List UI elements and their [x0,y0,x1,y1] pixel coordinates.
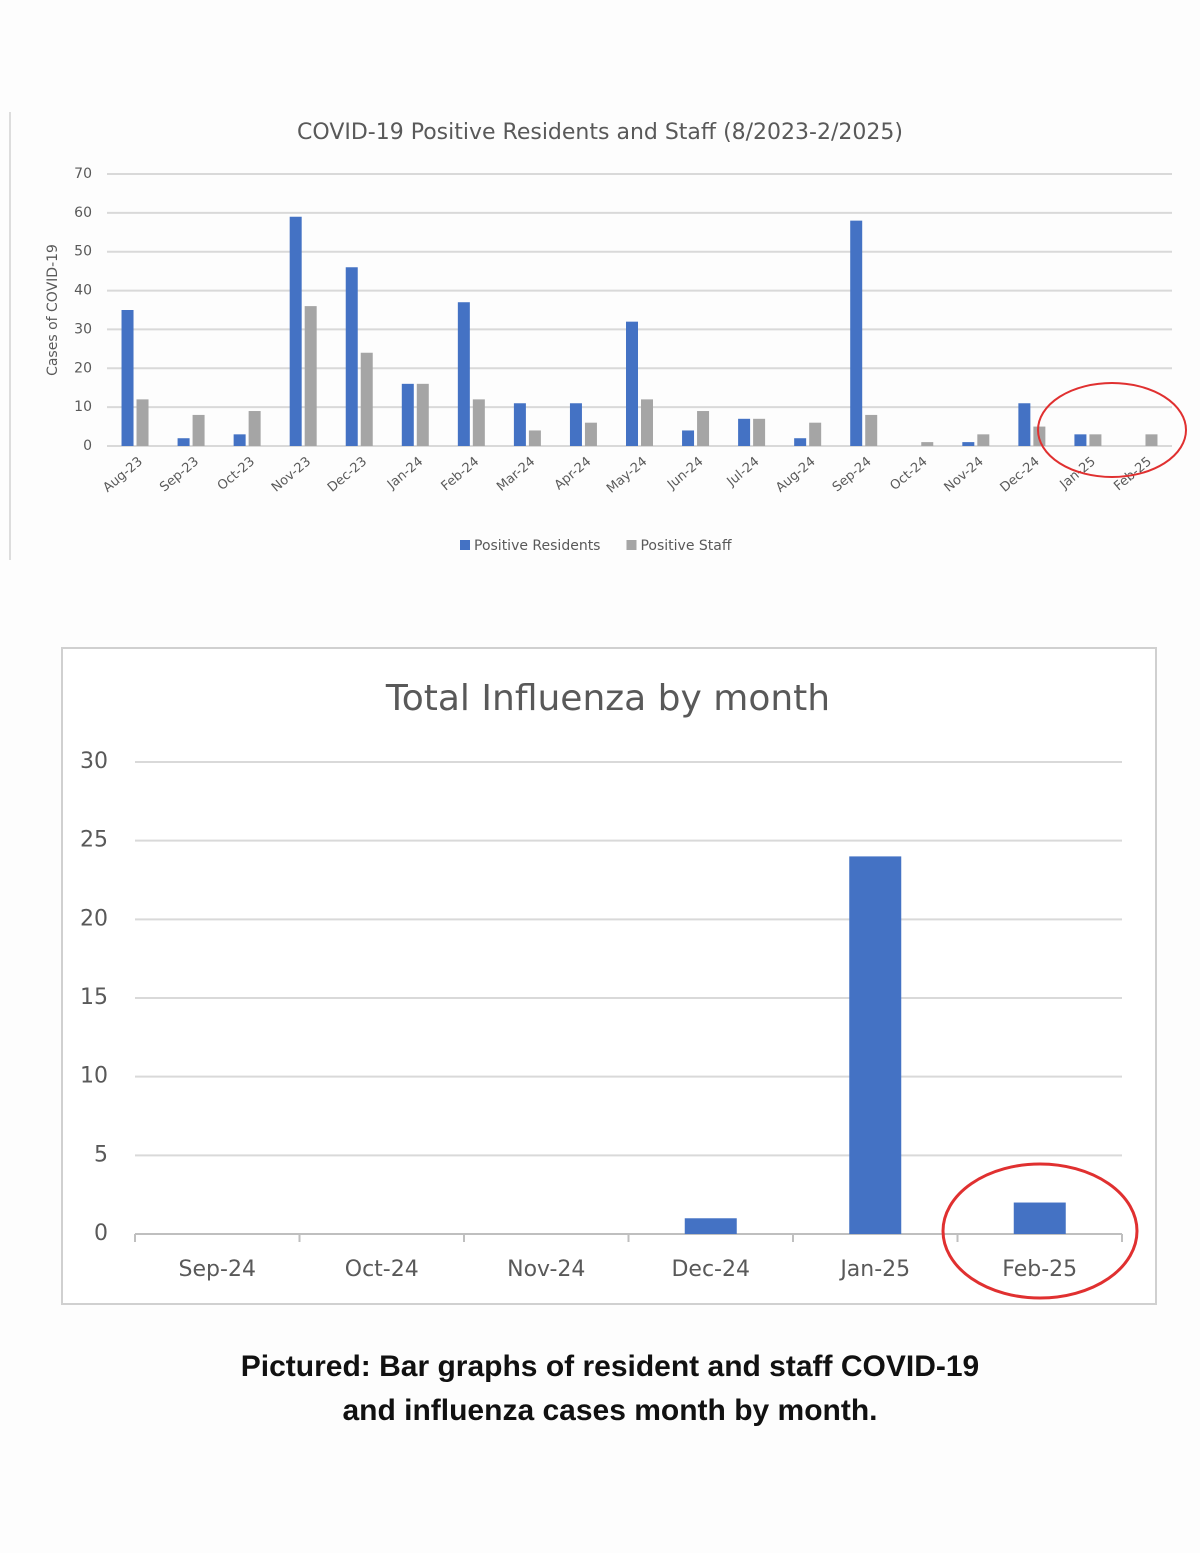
bar [360,352,373,446]
x-tick-label: Jan-25 [838,1257,910,1282]
chart-title: Total Influenza by month [385,678,830,719]
caption: and influenza cases month by month. [342,1394,877,1427]
y-tick-label: 0 [83,438,92,454]
y-tick-label: 25 [80,828,108,853]
bar [684,1218,737,1234]
bar [849,856,902,1234]
bar [457,302,470,446]
bar [528,430,541,446]
bar [1018,403,1031,446]
bar [962,442,975,446]
bar [177,438,190,446]
bar [569,403,582,446]
chart-frame [61,647,1157,1305]
y-tick-label: 30 [80,749,108,774]
bar [697,411,710,446]
x-tick-label: Aug-23 [100,454,145,495]
y-axis-label: Cases of COVID-19 [45,244,61,376]
x-tick-label: Dec-24 [998,454,1043,495]
x-tick-label: Jan-24 [384,454,426,493]
bar [738,418,751,446]
bar [850,220,863,446]
y-tick-label: 30 [74,321,92,337]
x-tick-label: Nov-23 [269,454,314,495]
bar [233,434,246,446]
x-tick-label: Oct-23 [215,454,258,494]
bar [809,422,822,446]
bar [1013,1202,1066,1234]
highlight-circle [1037,382,1187,478]
highlight-circle [941,1162,1139,1300]
x-tick-label: Oct-24 [887,454,930,494]
x-tick-label: Oct-24 [345,1257,419,1282]
bar [472,399,485,446]
y-tick-label: 0 [94,1221,108,1246]
legend-swatch [626,540,637,550]
legend-label: Positive Staff [640,538,731,554]
bar [921,442,934,446]
x-tick-label: Nov-24 [507,1257,585,1282]
y-tick-label: 70 [74,166,92,182]
y-tick-label: 10 [74,399,92,415]
bar [753,418,766,446]
y-tick-label: 20 [80,906,108,931]
y-tick-label: 40 [74,283,92,299]
x-tick-label: Nov-24 [942,454,987,495]
bar [1074,434,1087,446]
x-tick-label: Apr-24 [552,454,595,493]
y-tick-label: 15 [80,985,108,1010]
x-tick-label: Dec-24 [671,1257,750,1282]
bar [626,321,638,446]
y-tick-label: 20 [74,360,92,376]
bar [1145,434,1158,446]
bar [682,430,695,446]
bar [289,216,302,446]
y-tick-label: 10 [80,1064,108,1089]
x-tick-label: Mar-24 [494,454,538,494]
x-tick-label: Dec-23 [325,454,370,495]
x-tick-label: Feb-25 [1002,1257,1077,1282]
bar [641,399,653,446]
x-tick-label: Sep-24 [830,454,875,495]
y-tick-label: 5 [94,1142,108,1167]
bar [513,403,526,446]
x-tick-label: Jun-24 [664,454,706,493]
bar [977,434,990,446]
bar [584,422,597,446]
x-tick-label: Jan-25 [1057,454,1099,493]
x-tick-label: Aug-24 [773,454,818,495]
bar [192,414,205,446]
bar [136,399,149,446]
y-tick-label: 50 [74,244,92,260]
bar [1089,434,1102,446]
x-tick-label: Jul-24 [724,454,763,490]
legend-label: Positive Residents [474,538,600,554]
chart-title: COVID-19 Positive Residents and Staff (8… [297,120,903,145]
x-tick-label: Sep-23 [157,454,202,495]
bar [416,383,429,446]
bar [794,438,807,446]
x-tick-label: Sep-24 [179,1257,256,1282]
x-tick-label: May-24 [604,454,650,496]
caption: Pictured: Bar graphs of resident and sta… [241,1350,979,1383]
bar [401,383,414,446]
x-tick-label: Feb-24 [439,454,483,494]
bar [865,414,878,446]
legend-swatch [460,540,470,550]
bar [345,267,358,446]
bar [248,411,261,446]
bar [121,310,134,446]
y-tick-label: 60 [74,205,92,221]
bar [304,306,317,446]
